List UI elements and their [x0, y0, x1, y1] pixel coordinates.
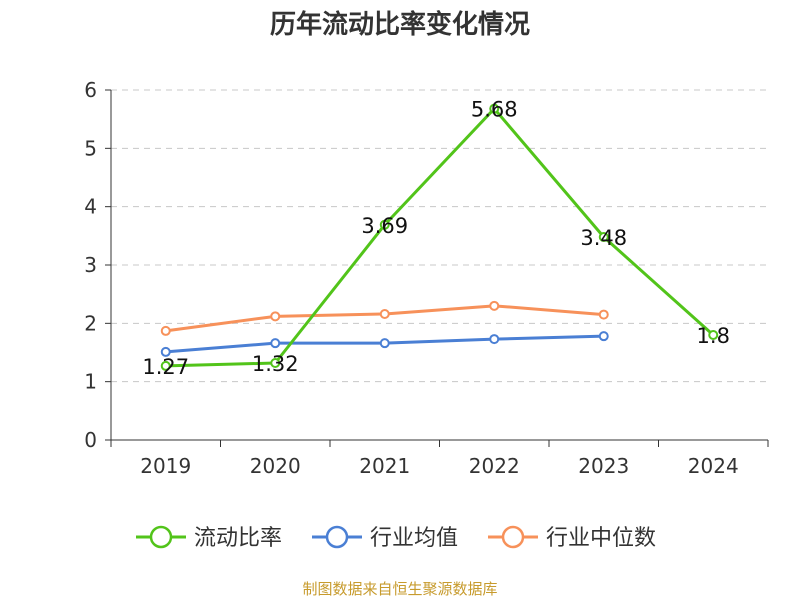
legend-label: 行业均值: [370, 526, 458, 551]
source-note: 制图数据来自恒生聚源数据库: [302, 580, 498, 598]
data-point: [708, 330, 719, 340]
data-point: [489, 334, 500, 345]
data-label: 3.69: [361, 214, 408, 238]
x-tick-label: 2022: [469, 454, 520, 478]
y-tick-label: 6: [84, 78, 97, 102]
data-point: [270, 358, 281, 368]
series-lines: [160, 103, 719, 371]
data-point: [160, 346, 171, 357]
data-point: [270, 311, 281, 322]
legend: 流动比率 行业均值 行业中位数: [136, 525, 656, 551]
data-point: [489, 300, 500, 311]
data-labels: 1.27 1.32 3.69 5.68 3.48 1.8: [142, 98, 730, 379]
data-point: [379, 338, 390, 349]
y-tick-label: 4: [84, 195, 97, 219]
y-tick-label: 1: [84, 370, 97, 394]
data-point: [379, 219, 390, 230]
legend-label: 行业中位数: [546, 526, 656, 551]
x-tick-label: 2021: [359, 454, 410, 478]
y-tick-label: 5: [84, 136, 97, 160]
data-label: 5.68: [471, 98, 518, 122]
x-tick-label: 2024: [688, 454, 739, 478]
grid-lines: [111, 89, 768, 383]
data-label: 3.48: [580, 226, 627, 250]
data-point: [270, 338, 281, 349]
data-point: [598, 232, 609, 242]
data-point: [160, 360, 171, 371]
data-point: [598, 331, 609, 342]
y-tick-label: 3: [84, 253, 97, 277]
data-label: 1.8: [697, 324, 730, 348]
legend-label: 流动比率: [194, 526, 282, 551]
y-tick-label: 0: [84, 428, 97, 452]
legend-marker-icon: [325, 525, 349, 549]
data-point: [379, 309, 390, 319]
x-tick-label: 2020: [250, 454, 301, 478]
data-label: 1.27: [142, 355, 189, 379]
chart-title: 历年流动比率变化情况: [269, 10, 530, 40]
series-line: [165, 107, 715, 368]
legend-marker-icon: [149, 525, 173, 549]
x-tick-label: 2019: [140, 454, 191, 478]
data-point: [598, 309, 609, 320]
axes: 0 1 2 3 4 5 6 2019 2020 2021 2022 2023 2024: [84, 78, 769, 478]
legend-marker-icon: [501, 525, 525, 549]
y-tick-label: 2: [84, 311, 97, 335]
data-point: [160, 325, 171, 336]
data-point: [489, 103, 500, 114]
data-label: 1.32: [252, 352, 299, 376]
x-tick-label: 2023: [578, 454, 629, 478]
